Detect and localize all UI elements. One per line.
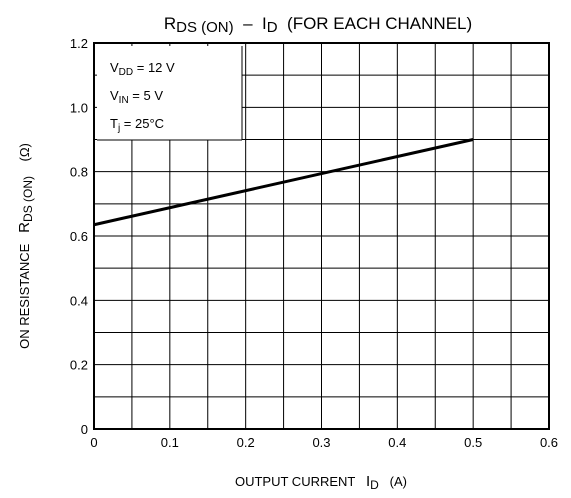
x-tick-label: 0.5 [464,435,482,450]
condition-vin: VIN = 5 V [110,88,163,106]
title-r-sub: DS (ON) [176,19,234,36]
x-tick-label: 0.1 [161,435,179,450]
x-tick-label: 0.4 [388,435,406,450]
y-axis-label: ON RESISTANCE RDS (ON) (Ω) [16,143,35,349]
title-dash: – [243,14,253,33]
x-tick-label: 0.6 [540,435,558,450]
y-tick-label: 0.6 [70,229,88,244]
y-tick-label: 0 [81,422,88,437]
title-suffix: (FOR EACH CHANNEL) [287,14,472,33]
title-i: I [262,14,267,33]
series-line-rds-on [93,138,474,227]
x-tick-label: 0.2 [237,435,255,450]
condition-vdd: VDD = 12 V [110,60,175,78]
y-tick-label: 1.0 [70,100,88,115]
conditions-box [97,46,242,140]
y-tick-label: 1.2 [70,36,88,51]
chart-title: RDS (ON) – ID (FOR EACH CHANNEL) [164,14,472,36]
ticks: 0 0.1 0.2 0.3 0.4 0.5 0.6 0 0.2 0.4 0.6 0.8 1.0 1.2 [70,36,558,450]
series-group [93,138,474,227]
plot-frame [93,42,550,430]
y-tick-label: 0.4 [70,293,88,308]
x-tick-label: 0 [90,435,97,450]
title-r: R [164,14,176,33]
condition-tj: Tj = 25°C [110,116,164,134]
title-i-sub: D [267,19,278,36]
y-tick-label: 0.8 [70,165,88,180]
y-tick-label: 0.2 [70,358,88,373]
x-axis-label: OUTPUT CURRENT ID (A) [235,473,407,492]
x-tick-label: 0.3 [312,435,330,450]
